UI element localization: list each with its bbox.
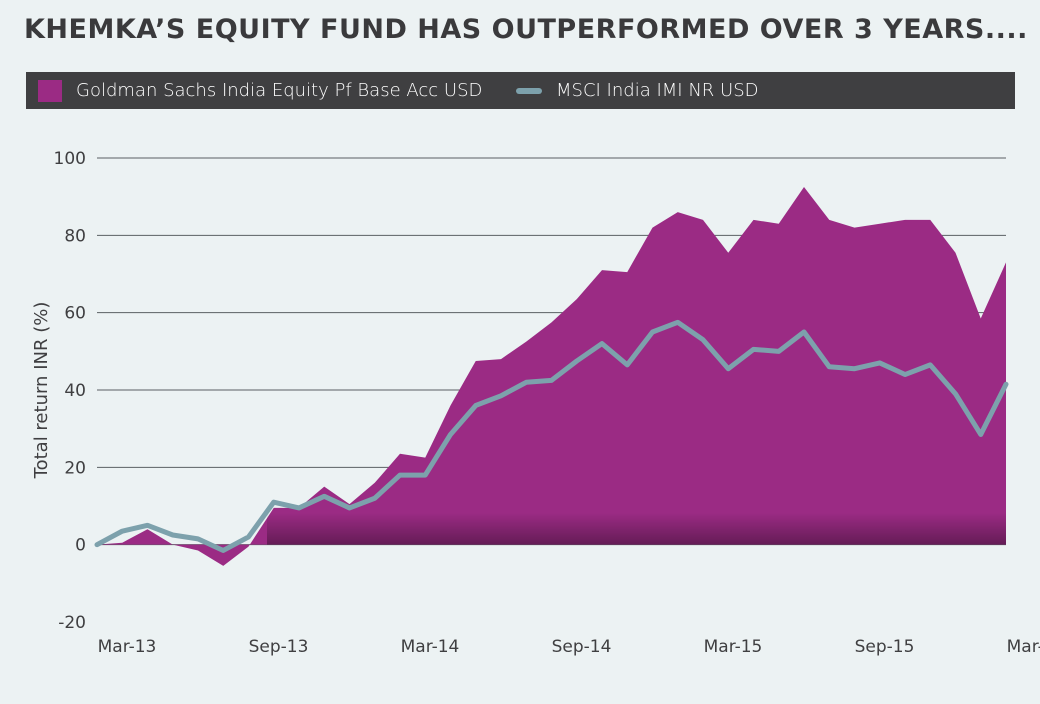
- y-axis-label: Total return INR (%): [31, 302, 52, 480]
- area-shadow: [267, 512, 1006, 545]
- x-tick-label: Mar-13: [98, 637, 157, 657]
- legend-line-swatch: [516, 87, 542, 94]
- x-tick-label: Mar-16: [1007, 637, 1040, 657]
- y-tick-label: 100: [54, 149, 86, 169]
- legend-item-area: Goldman Sachs India Equity Pf Base Acc U…: [38, 72, 482, 109]
- x-tick-label: Sep-15: [855, 637, 915, 657]
- line-series-msci-india: [94, 319, 1009, 553]
- y-tick-label: 0: [75, 536, 86, 556]
- chart-title: KHEMKA’S EQUITY FUND HAS OUTPERFORMED OV…: [24, 14, 1028, 45]
- y-tick-label: 80: [64, 226, 86, 246]
- x-tick-label: Sep-13: [249, 637, 309, 657]
- y-tick-label: -20: [58, 613, 86, 633]
- y-tick-label: 40: [64, 381, 86, 401]
- x-tick-label: Mar-15: [704, 637, 763, 657]
- y-tick-label: 60: [64, 304, 86, 324]
- legend-item-line: MSCI India IMI NR USD: [516, 72, 758, 109]
- legend-area-label: Goldman Sachs India Equity Pf Base Acc U…: [76, 80, 483, 101]
- legend: Goldman Sachs India Equity Pf Base Acc U…: [26, 72, 1015, 109]
- x-tick-label: Sep-14: [552, 637, 612, 657]
- area-series-goldman-sachs: [97, 187, 1006, 566]
- legend-area-swatch: [38, 79, 62, 102]
- y-tick-label: 20: [64, 458, 86, 478]
- legend-line-label: MSCI India IMI NR USD: [556, 80, 759, 101]
- x-tick-label: Mar-14: [401, 637, 460, 657]
